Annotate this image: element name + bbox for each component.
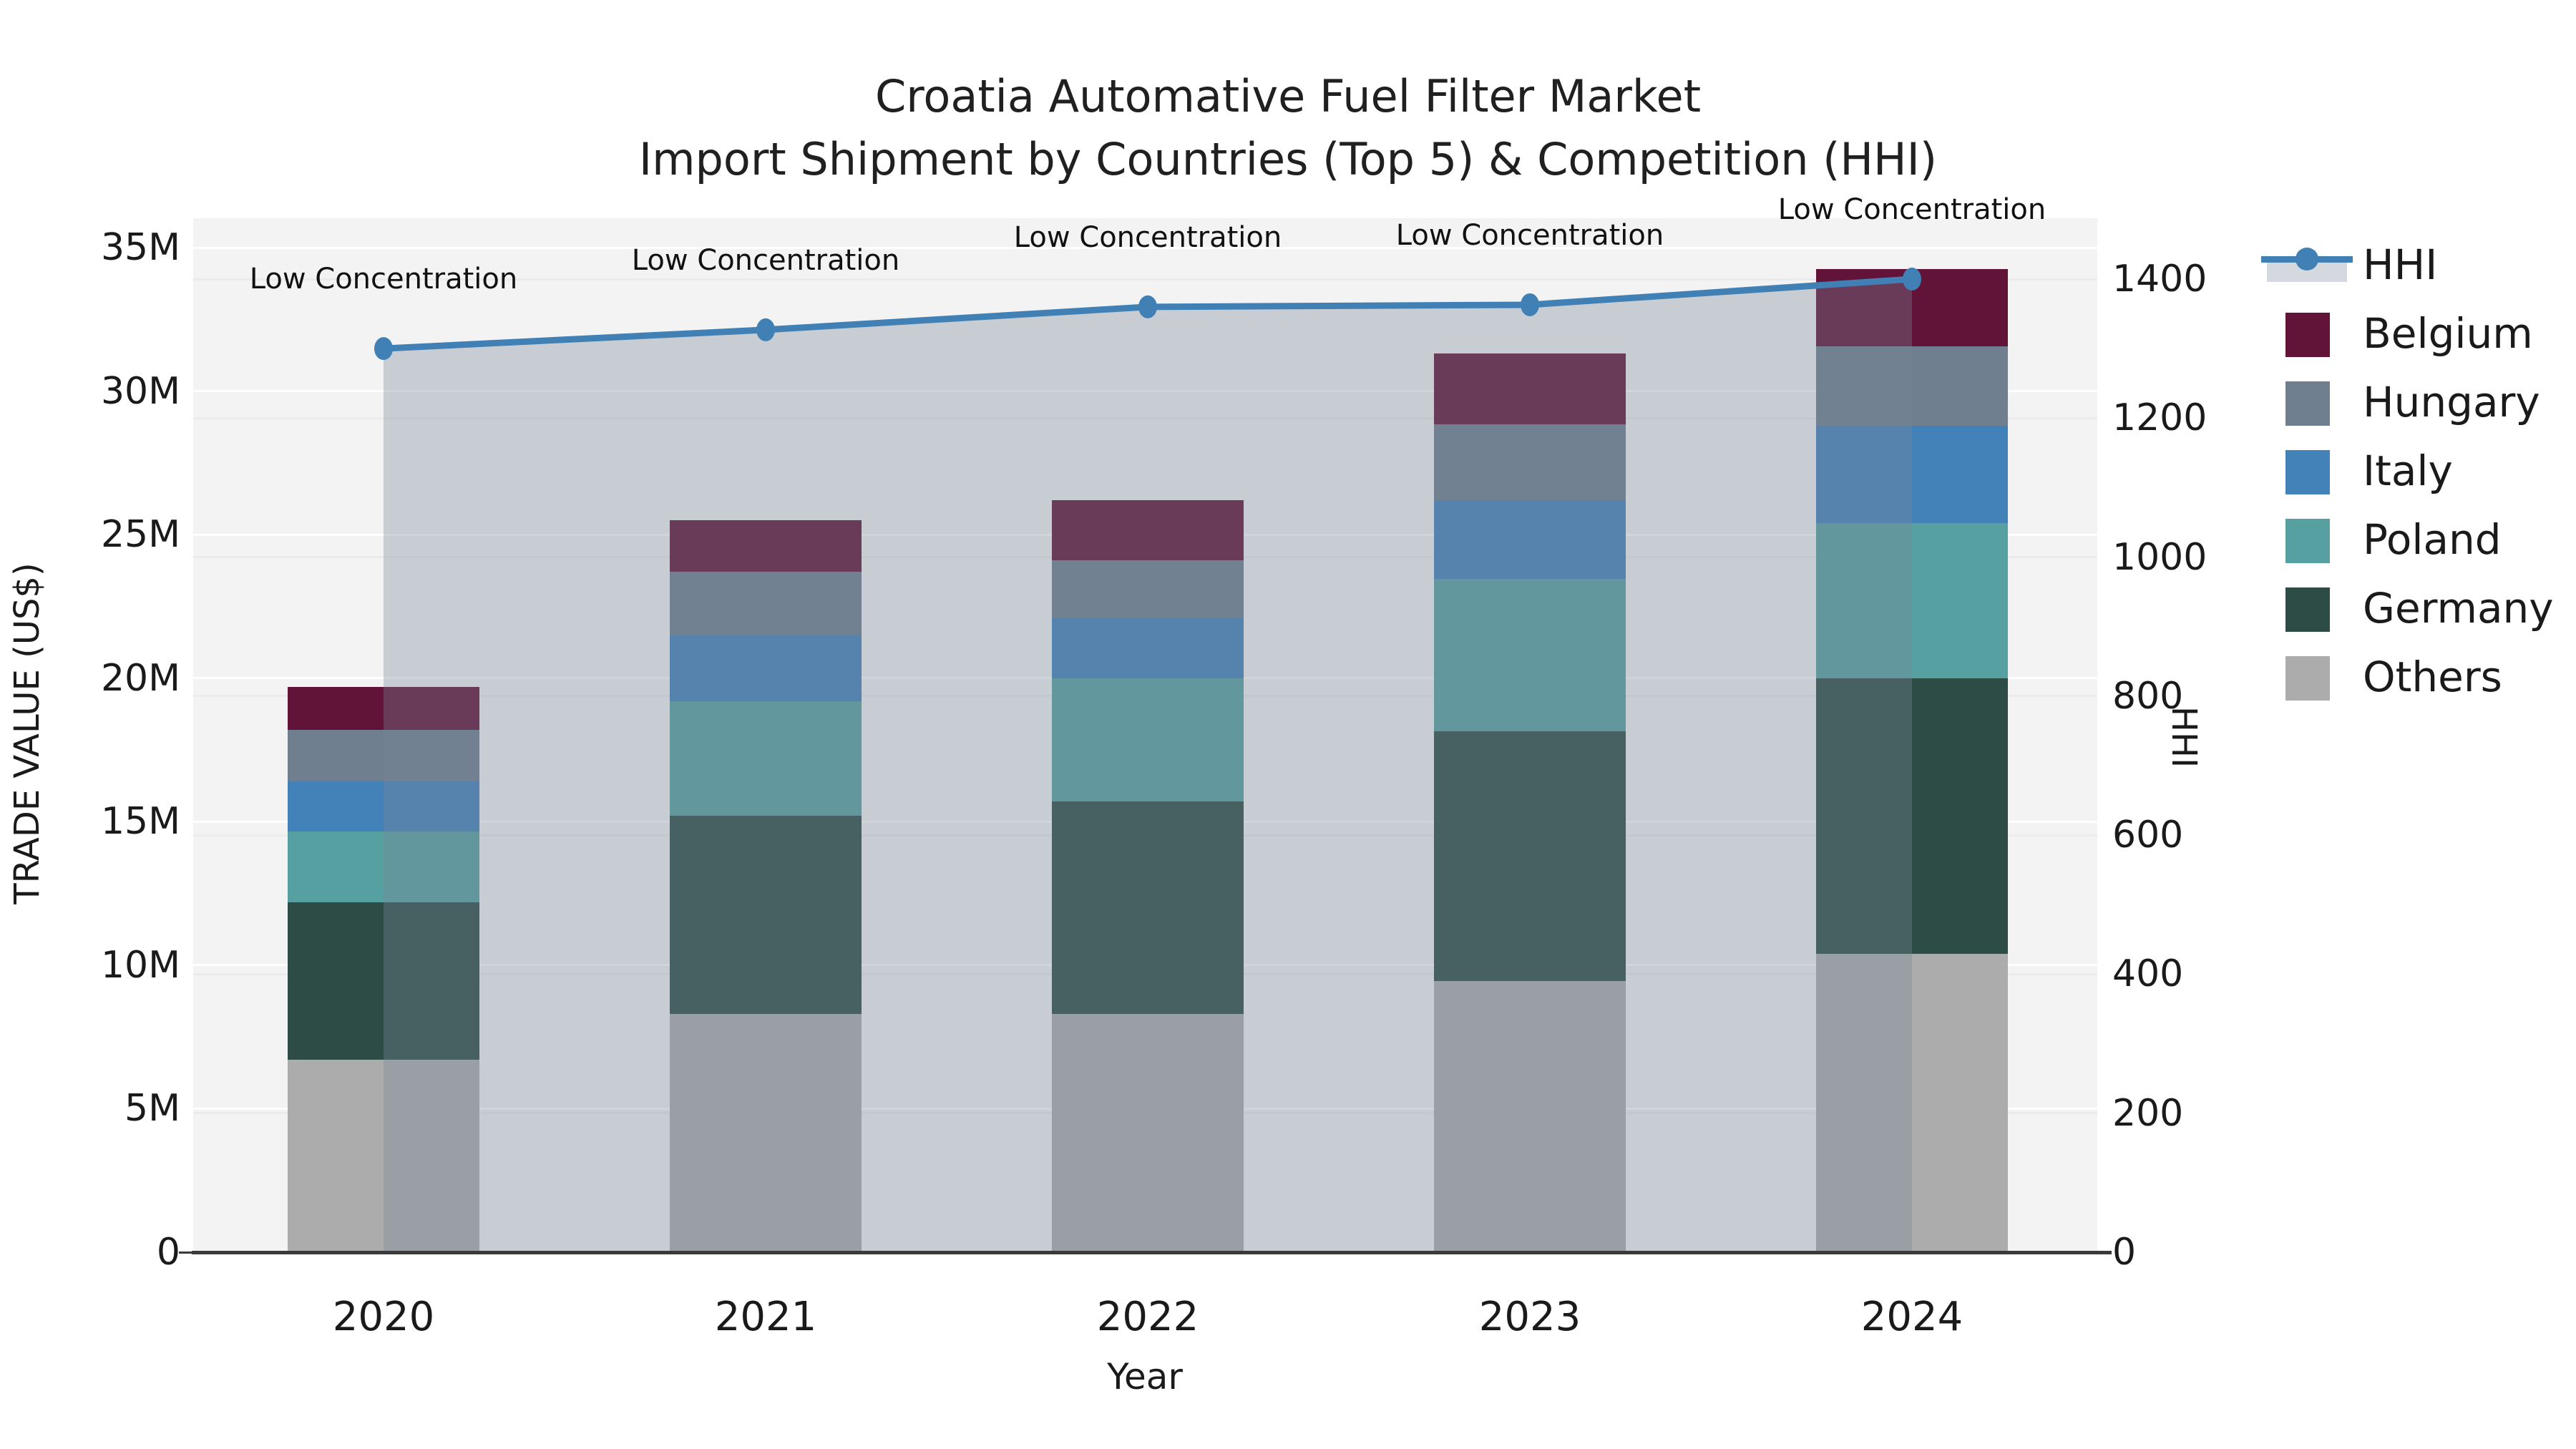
bar-segment-belgium-2022: [1052, 500, 1244, 561]
bar-segment-others-2020: [288, 1060, 479, 1252]
chart-title-line1: Croatia Automative Fuel Filter Market: [874, 70, 1702, 122]
bar-segment-italy-2022: [1052, 618, 1244, 678]
y-tick-label-right-800: 800: [2112, 674, 2184, 718]
bar-segment-poland-2021: [670, 701, 862, 816]
y-tick-label-left-15M: 15M: [100, 800, 180, 844]
hhi-marker-2021: [756, 318, 775, 341]
bar-segment-germany-2020: [288, 902, 479, 1060]
bar-segment-italy-2023: [1434, 500, 1626, 580]
y-tick-label-left-10M: 10M: [100, 943, 180, 987]
bar-segment-poland-2024: [1816, 523, 2008, 678]
x-tick-label-2020: 2020: [332, 1294, 435, 1340]
legend-swatch-hungary: [2285, 381, 2330, 426]
legend-swatch-germany: [2285, 587, 2330, 632]
legend-item-germany: Germany: [2363, 584, 2554, 633]
y-tick-label-right-0: 0: [2112, 1231, 2137, 1274]
bar-segment-belgium-2021: [670, 520, 862, 572]
y-tick-label-right-1400: 1400: [2112, 258, 2207, 301]
hhi-area-fill: [384, 279, 1912, 1252]
y-tick-label-right-400: 400: [2112, 952, 2184, 996]
bar-segment-belgium-2023: [1434, 353, 1626, 424]
gridline-left-30: [193, 390, 2097, 393]
y-tick-label-right-1200: 1200: [2112, 396, 2207, 440]
legend-item-belgium: Belgium: [2363, 309, 2533, 358]
bar-segment-poland-2023: [1434, 579, 1626, 731]
hhi-marker-2022: [1138, 295, 1157, 318]
annotation-low-concentration-2020: Low Concentration: [249, 263, 518, 296]
bar-segment-hungary-2023: [1434, 424, 1626, 500]
bar-segment-hungary-2021: [670, 572, 862, 635]
bar-segment-others-2024: [1816, 953, 2008, 1252]
x-tick-label-2023: 2023: [1478, 1294, 1581, 1340]
gridline-right-1400: [193, 278, 2097, 280]
bar-segment-others-2023: [1434, 980, 1626, 1252]
y-tick-label-right-600: 600: [2112, 814, 2184, 857]
legend-swatch-italy: [2285, 450, 2330, 494]
right-zero-tick: [2097, 1252, 2112, 1254]
hhi-marker-2024: [1903, 268, 1921, 291]
bar-segment-others-2021: [670, 1014, 862, 1252]
y-tick-label-left-30M: 30M: [100, 369, 180, 413]
y-tick-label-left-35M: 35M: [100, 226, 180, 269]
y-tick-label-left-0: 0: [156, 1231, 180, 1274]
legend-item-others: Others: [2363, 653, 2502, 701]
x-tick-label-2022: 2022: [1096, 1294, 1199, 1340]
axis-title-year: Year: [1107, 1356, 1183, 1397]
annotation-low-concentration-2024: Low Concentration: [1777, 193, 2046, 226]
bar-segment-germany-2024: [1816, 678, 2008, 954]
y-tick-label-right-200: 200: [2112, 1091, 2184, 1135]
bar-segment-hungary-2020: [288, 729, 479, 782]
gridline-right-1200: [193, 416, 2097, 419]
legend-hhi-marker-icon: [2296, 248, 2318, 270]
bar-segment-hungary-2022: [1052, 560, 1244, 618]
left-zero-tick: [179, 1252, 193, 1254]
bar-segment-germany-2023: [1434, 731, 1626, 981]
annotation-low-concentration-2022: Low Concentration: [1013, 220, 1282, 254]
y-tick-label-left-20M: 20M: [100, 656, 180, 700]
bar-segment-italy-2021: [670, 635, 862, 701]
x-tick-label-2021: 2021: [714, 1294, 817, 1340]
legend-swatch-others: [2285, 656, 2330, 701]
legend-swatch-poland: [2285, 519, 2330, 563]
bar-segment-poland-2022: [1052, 678, 1244, 802]
bar-segment-hungary-2024: [1816, 346, 2008, 426]
gridline-left-35: [193, 246, 2097, 249]
y-tick-label-left-5M: 5M: [125, 1087, 180, 1131]
hhi-marker-2020: [374, 337, 393, 361]
legend-item-poland: Poland: [2363, 515, 2502, 564]
legend-item-italy: Italy: [2363, 447, 2453, 495]
y-tick-label-right-1000: 1000: [2112, 535, 2207, 579]
annotation-low-concentration-2023: Low Concentration: [1395, 218, 1664, 252]
legend-item-hungary: Hungary: [2363, 378, 2540, 426]
bar-segment-others-2022: [1052, 1014, 1244, 1252]
hhi-marker-2023: [1521, 293, 1539, 316]
bar-segment-poland-2020: [288, 831, 479, 902]
bar-segment-germany-2021: [670, 816, 862, 1015]
y-tick-label-left-25M: 25M: [100, 513, 180, 557]
bar-segment-germany-2022: [1052, 801, 1244, 1015]
axis-title-hhi: HHI: [2164, 706, 2204, 769]
x-axis-spine: [192, 1251, 2112, 1254]
legend-swatch-belgium: [2285, 313, 2330, 357]
axis-title-trade-value: TRADE VALUE (US$): [7, 562, 47, 904]
x-tick-label-2024: 2024: [1860, 1294, 1963, 1340]
bar-segment-belgium-2020: [288, 686, 479, 730]
bar-segment-italy-2024: [1816, 425, 2008, 524]
chart-title-line2: Import Shipment by Countries (Top 5) & C…: [638, 133, 1938, 185]
legend-item-hhi: HHI: [2363, 240, 2438, 289]
annotation-low-concentration-2021: Low Concentration: [631, 243, 900, 277]
bar-segment-italy-2020: [288, 781, 479, 832]
